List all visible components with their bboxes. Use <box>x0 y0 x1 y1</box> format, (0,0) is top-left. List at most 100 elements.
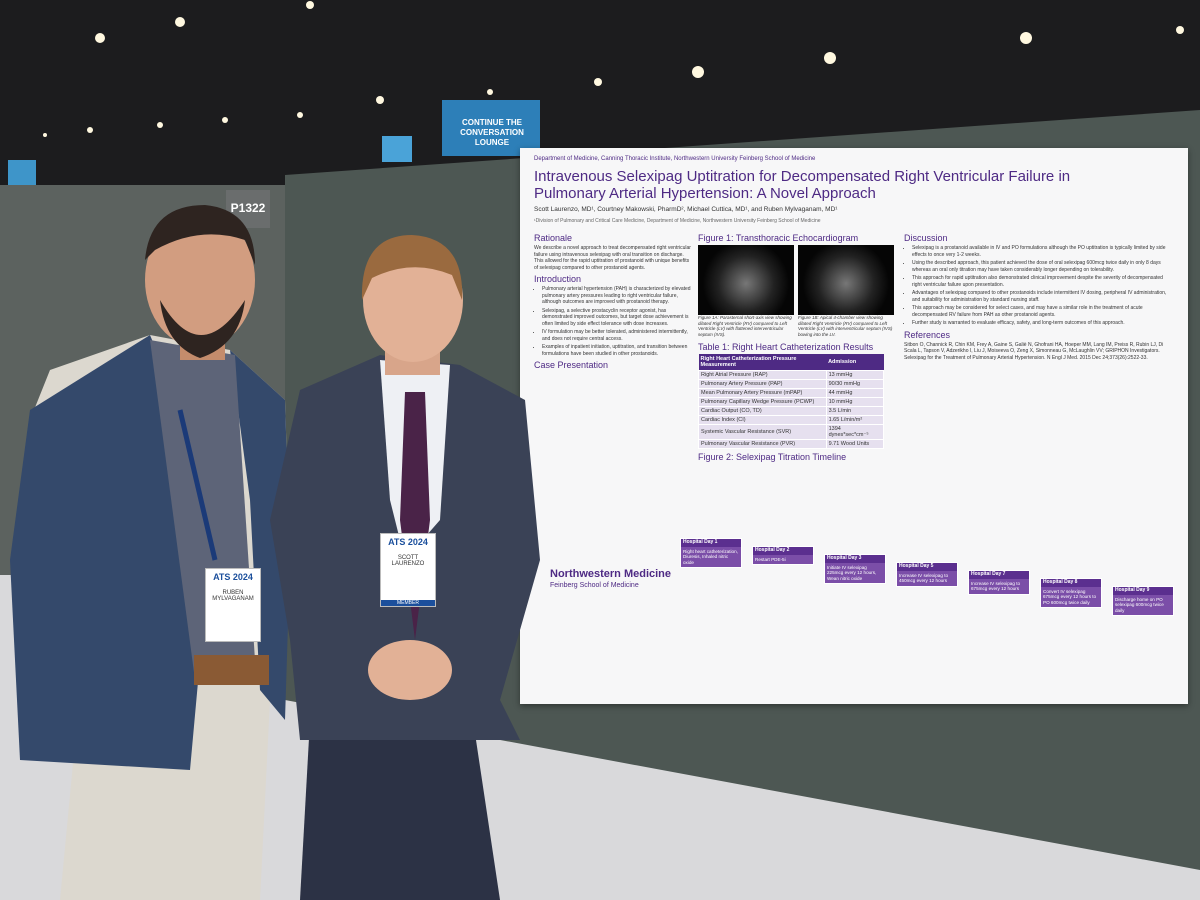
step-day: Hospital Day 3 <box>825 555 885 563</box>
table-cell: Pulmonary Vascular Resistance (PVR) <box>698 439 827 449</box>
echo-caption: Figure 1B: Apical 4-chamber view showing… <box>798 315 893 337</box>
step-day: Hospital Day 1 <box>681 539 741 547</box>
echo-caption: Figure 1A: Parasternal short-axis view s… <box>698 315 792 337</box>
badge: ATS 2024 RUBEN MYLVAGANAM <box>205 568 261 642</box>
bullet-list: Pulmonary arterial hypertension (PAH) is… <box>534 286 694 357</box>
logo: Northwestern Medicine <box>550 568 672 580</box>
table-cell: Mean Pulmonary Artery Pressure (mPAP) <box>698 388 827 398</box>
step-day: Hospital Day 9 <box>1113 587 1173 595</box>
table-row: Cardiac Output (CO, TD) 3.5 L/min <box>698 406 885 416</box>
right-column: Discussion Selexipag is a prostanoid avai… <box>904 230 1174 363</box>
section-heading: Case Presentation <box>534 360 609 370</box>
table-header-row: Right Heart Catheterization Pressure Mea… <box>698 354 884 371</box>
timeline-step: Hospital Day 5 Increase IV selexipag to 4… <box>896 562 958 587</box>
table-cell: 3.5 L/min <box>825 406 885 416</box>
bullet-list: Selexipag is a prostanoid available in I… <box>904 245 1174 327</box>
board-left <box>0 185 290 575</box>
table-cell: 10 mmHg <box>825 397 885 407</box>
echo-figure: Figure 1A: Parasternal short-axis view s… <box>698 245 794 339</box>
bullet: Advantages of selexipag compared to othe… <box>912 290 1174 303</box>
table-cell: 90/30 mmHg <box>825 379 885 389</box>
table-row: Systemic Vascular Resistance (SVR) 1394 d… <box>698 424 885 440</box>
timeline: Hospital Day 1 Right heart catheterizatio… <box>680 538 1180 648</box>
sign-text: CONTINUE THE CONVERSATION LOUNGE <box>460 118 524 147</box>
table-row: Pulmonary Artery Pressure (PAP) 90/30 mmH… <box>698 379 885 389</box>
badge-event: ATS 2024 <box>388 537 428 547</box>
section-heading: Discussion <box>904 233 948 243</box>
timeline-step: Hospital Day 3 Initiate IV selexipag 225m… <box>824 554 886 585</box>
reference: Sitbon O, Channick R, Chin KM, Frey A, G… <box>904 341 1164 361</box>
badge-event: ATS 2024 <box>213 572 253 582</box>
timeline-step: Hospital Day 9 Discharge home on PO selex… <box>1112 586 1174 617</box>
middle-column: Figure 1: Transthoracic Echocardiogram Fi… <box>698 230 894 464</box>
step-text: Right heart catheterization, Diuresis, I… <box>683 548 738 565</box>
echo-image <box>698 245 794 315</box>
step-text: Increase IV selexipag to 450mcg every 12… <box>899 572 949 584</box>
step-text: Convert IV selexipag 675mcg every 12 hou… <box>1043 588 1097 605</box>
table-cell: 1394 dynes*sec*cm⁻⁵ <box>825 424 885 440</box>
timeline-step: Hospital Day 7 Increase IV selexipag to 6… <box>968 570 1030 595</box>
section-text: We describe a novel approach to treat de… <box>534 245 691 271</box>
step-text: Initiate IV selexipag 225mcg every 12 ho… <box>827 564 877 581</box>
section-heading: References <box>904 329 951 340</box>
booth-number: P1322 <box>230 201 266 215</box>
figure-heading: Figure 2: Selexipag Titration Timeline <box>698 452 847 462</box>
step-day: Hospital Day 5 <box>897 563 957 571</box>
table-cell: 1.65 L/min/m² <box>825 415 885 425</box>
timeline-step: Hospital Day 2 Restart PDE-5i <box>752 546 814 566</box>
table-cell: Pulmonary Artery Pressure (PAP) <box>698 379 827 389</box>
table-row: Right Atrial Pressure (RAP) 13 mmHg <box>698 370 885 380</box>
step-day: Hospital Day 8 <box>1041 579 1101 587</box>
table-header-cell: Admission <box>826 354 884 371</box>
table-cell: Cardiac Output (CO, TD) <box>698 406 827 416</box>
bullet: Examples of inpatient initiation, uptitr… <box>542 344 694 357</box>
section-heading: Rationale <box>534 233 573 243</box>
step-text: Restart PDE-5i <box>755 556 786 562</box>
lounge-sign <box>442 100 540 156</box>
echo-figure: Figure 1B: Apical 4-chamber view showing… <box>798 245 894 339</box>
table-header-cell: Right Heart Catheterization Pressure Mea… <box>698 354 827 371</box>
step-day: Hospital Day 7 <box>969 571 1029 579</box>
table-cell: Pulmonary Capillary Wedge Pressure (PCWP… <box>698 397 827 407</box>
bullet: Selexipag is a prostanoid available in I… <box>912 245 1174 258</box>
table-cell: Cardiac Index (CI) <box>698 415 827 425</box>
table-cell: 9.71 Wood Units <box>825 439 885 449</box>
poster-header: Department of Medicine, Canning Thoracic… <box>534 156 816 162</box>
rhc-table: Right Heart Catheterization Pressure Mea… <box>698 354 885 449</box>
step-text: Discharge home on PO selexipag 600mcg tw… <box>1115 596 1164 613</box>
badge-name: SCOTT LAURENZO <box>391 555 425 567</box>
badge-role: MEMBER <box>381 600 435 606</box>
table-cell: Right Atrial Pressure (RAP) <box>698 370 827 380</box>
poster-title: Intravenous Selexipag Uptitration for De… <box>534 168 1071 202</box>
table-heading: Table 1: Right Heart Catheterization Res… <box>698 342 874 352</box>
distant-sign <box>382 136 412 162</box>
step-day: Hospital Day 2 <box>753 547 813 555</box>
table-cell: 44 mmHg <box>825 388 885 398</box>
left-column: Rationale We describe a novel approach to… <box>534 230 694 372</box>
table-row: Cardiac Index (CI) 1.65 L/min/m² <box>698 415 885 425</box>
table-row: Pulmonary Capillary Wedge Pressure (PCWP… <box>698 397 885 407</box>
section-heading: Introduction <box>534 274 582 284</box>
bullet: This approach for rapid uptitration also… <box>912 275 1174 288</box>
figure-heading: Figure 1: Transthoracic Echocardiogram <box>698 233 859 243</box>
table-row: Pulmonary Vascular Resistance (PVR) 9.71 … <box>698 439 885 449</box>
badge-name: RUBEN MYLVAGANAM <box>212 590 254 602</box>
bullet: Further study is warranted to evaluate e… <box>912 320 1174 327</box>
echo-image <box>798 245 894 315</box>
logo-sub: Feinberg School of Medicine <box>550 582 639 589</box>
poster: Department of Medicine, Canning Thoracic… <box>520 148 1188 704</box>
table-row: Mean Pulmonary Artery Pressure (mPAP) 44 … <box>698 388 885 398</box>
bullet: This approach may be considered for sele… <box>912 305 1174 318</box>
ceiling-lights <box>43 1 1184 137</box>
table-cell: Systemic Vascular Resistance (SVR) <box>698 424 827 440</box>
poster-authors: Scott Laurenzo, MD¹, Courtney Makowski, … <box>534 206 838 213</box>
bullet: Pulmonary arterial hypertension (PAH) is… <box>542 286 694 306</box>
table-cell: 13 mmHg <box>825 370 885 380</box>
bullet: Using the described approach, this patie… <box>912 260 1174 273</box>
badge: ATS 2024 SCOTT LAURENZO MEMBER <box>380 533 436 607</box>
bullet: Selexipag, a selective prostacyclin rece… <box>542 308 694 328</box>
timeline-step: Hospital Day 8 Convert IV selexipag 675mc… <box>1040 578 1102 609</box>
poster-affiliation: ¹Division of Pulmonary and Critical Care… <box>534 218 821 224</box>
step-text: Increase IV selexipag to 675mcg every 12… <box>971 580 1021 592</box>
